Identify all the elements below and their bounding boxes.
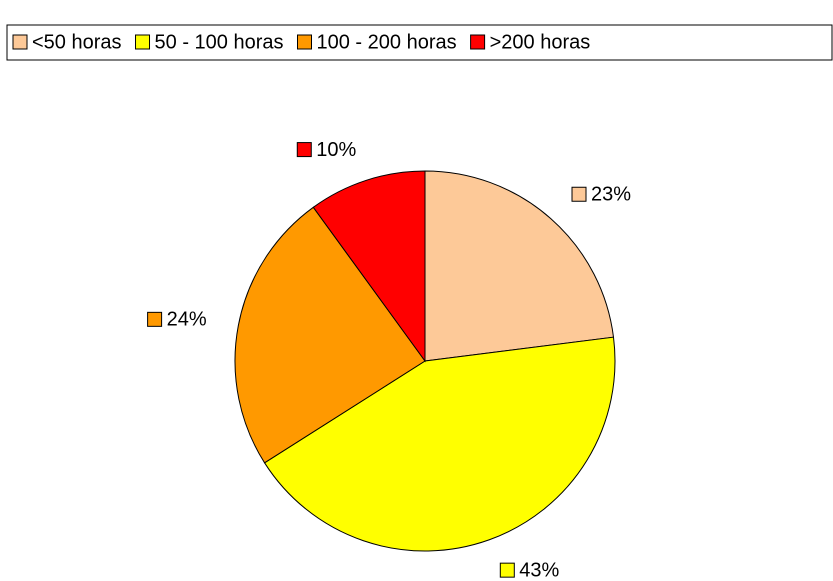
pie-slice xyxy=(234,206,426,464)
label-swatch xyxy=(499,562,515,578)
data-label: 23% xyxy=(591,184,631,206)
legend-swatch xyxy=(12,34,28,50)
pie-slice xyxy=(312,170,426,363)
legend-label: 50 - 100 horas xyxy=(155,31,284,53)
legend-label: >200 horas xyxy=(490,31,591,53)
legend-label: 100 - 200 horas xyxy=(317,31,457,53)
label-swatch xyxy=(296,142,312,158)
legend-swatch xyxy=(135,34,151,50)
pie-slice xyxy=(263,336,616,552)
legend-swatch xyxy=(297,34,312,50)
label-swatch xyxy=(147,311,163,327)
data-label: 10% xyxy=(316,139,356,161)
data-label: 43% xyxy=(519,559,559,581)
label-swatch xyxy=(571,186,587,202)
legend-swatch xyxy=(470,34,486,50)
pie-slice xyxy=(424,170,615,362)
legend-label: <50 horas xyxy=(32,31,122,53)
data-label: 24% xyxy=(167,309,207,331)
